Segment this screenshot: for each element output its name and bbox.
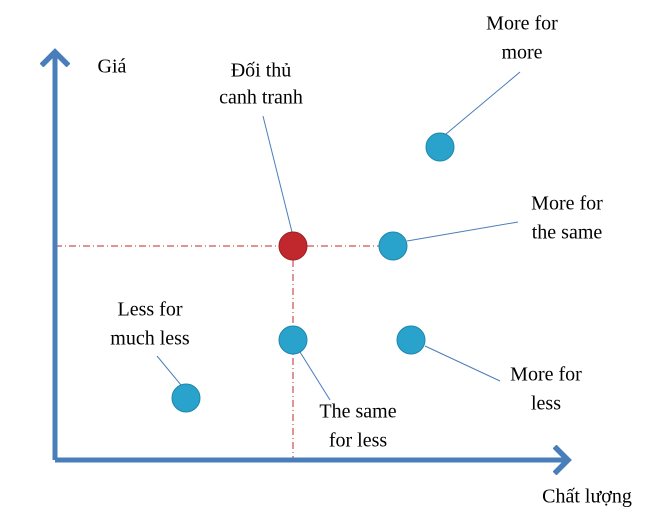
- node-label: less: [531, 393, 561, 415]
- leader-line: [299, 351, 331, 401]
- node-label: Less for: [118, 299, 183, 321]
- competitor-point: [278, 231, 308, 261]
- node-label: the same: [532, 222, 603, 244]
- node-label: More for: [531, 193, 603, 215]
- node-label: The same: [319, 401, 396, 423]
- node-label: Đối thủ: [231, 60, 292, 82]
- x-axis-label: Chất lượng: [542, 486, 632, 508]
- position-point: [396, 325, 426, 355]
- node-label: canh tranh: [219, 87, 303, 109]
- y-axis-label: Giá: [98, 56, 127, 78]
- leader-line: [445, 71, 521, 135]
- leader-line: [406, 221, 519, 242]
- leader-line: [156, 355, 182, 386]
- node-label: for less: [329, 430, 388, 452]
- node-label: more: [501, 42, 542, 64]
- node-label: More for: [486, 13, 558, 35]
- position-point: [278, 325, 308, 355]
- position-point: [378, 231, 408, 261]
- leader-line: [424, 345, 501, 382]
- position-point: [425, 132, 455, 162]
- node-label: much less: [110, 328, 190, 350]
- position-point: [171, 383, 201, 413]
- leader-line: [262, 115, 293, 233]
- node-label: More for: [510, 364, 582, 386]
